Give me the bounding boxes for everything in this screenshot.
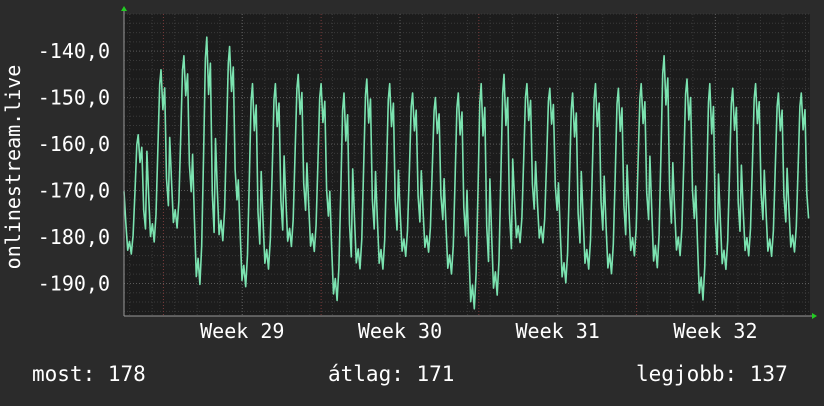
average-value-stat: átlag: 171 [328,362,455,386]
y-tick-label: -150,0 [38,86,110,110]
plot-background [124,14,810,316]
y-tick-label: -170,0 [38,179,110,203]
x-tick-label: Week 32 [673,319,757,343]
y-tick-label: -160,0 [38,132,110,156]
axis-layer [121,6,817,319]
y-tick-label: -190,0 [38,271,110,295]
x-tick-label: Week 30 [358,319,442,343]
y-tick-label: -180,0 [38,225,110,249]
x-axis-arrow-icon [812,313,817,319]
x-tick-label: Week 29 [200,319,284,343]
y-axis-label: onlinestream.live [1,65,25,270]
y-tick-label: -140,0 [38,39,110,63]
x-tick-label: Week 31 [516,319,600,343]
grid-layer [124,13,810,316]
series-layer [123,36,810,310]
plot-area [124,14,810,316]
series-line [123,36,810,310]
best-value-stat: legjobb: 137 [636,362,788,386]
label-layer: -140,0 -150,0 -160,0 -170,0 -180,0 -190,0 Week… [1,39,758,343]
y-axis-arrow-icon [121,6,127,11]
current-value-stat: most: 178 [32,362,146,386]
